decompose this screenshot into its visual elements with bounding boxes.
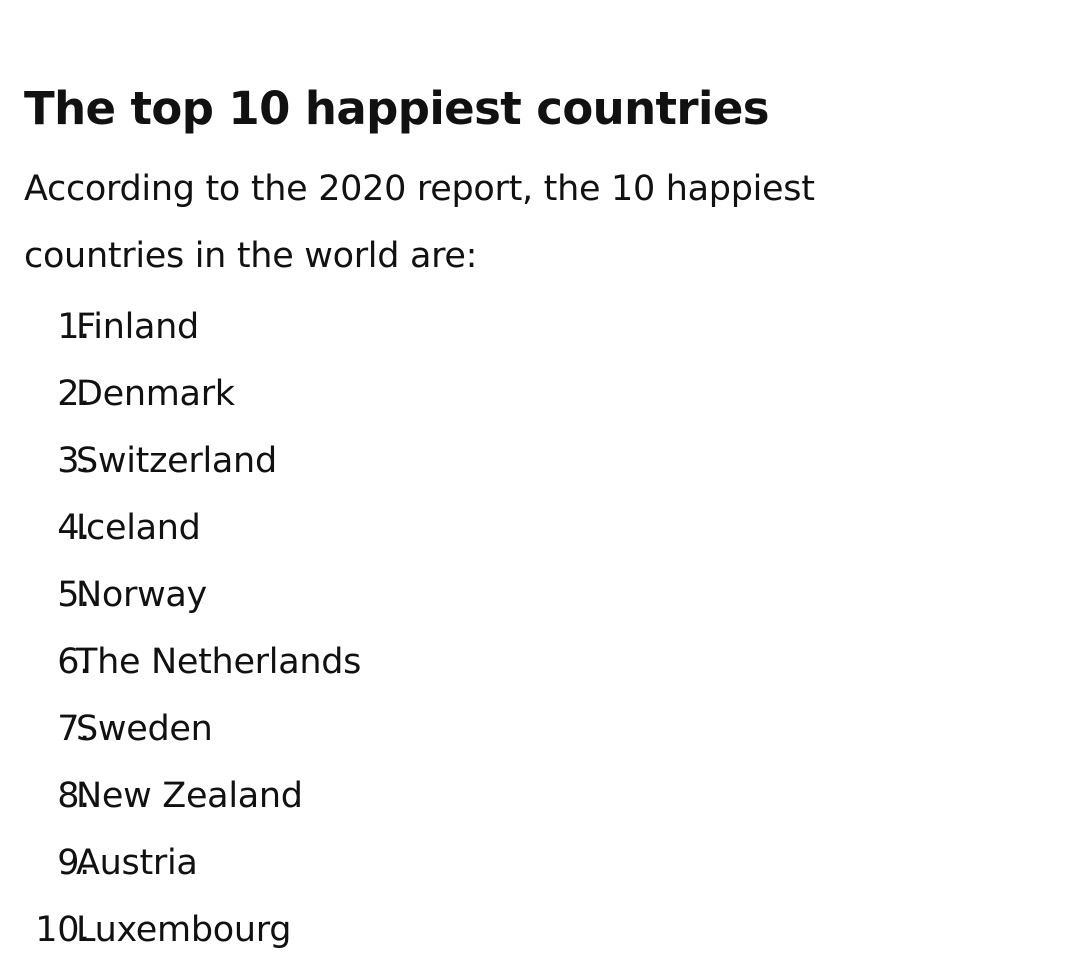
page-title: The top 10 happiest countries xyxy=(24,82,770,135)
list-item: 8. New Zealand xyxy=(24,763,1054,830)
list-item: 1. Finland xyxy=(24,294,1054,361)
article: The top 10 happiest countries According … xyxy=(24,78,1054,964)
list-number: 8. xyxy=(57,776,90,816)
list-number: 3. xyxy=(57,441,90,481)
country-name: Switzerland xyxy=(76,441,277,481)
country-name: The Netherlands xyxy=(76,642,362,682)
list-item: 4. Iceland xyxy=(24,495,1054,562)
country-name: Finland xyxy=(76,307,199,347)
list-item: 10. Luxembourg xyxy=(24,897,1054,964)
country-name: Iceland xyxy=(76,508,201,548)
list-item: 9. Austria xyxy=(24,830,1054,897)
intro-paragraph: According to the 2020 report, the 10 hap… xyxy=(24,169,815,276)
list-number: 10. xyxy=(35,910,90,950)
list-item: 3. Switzerland xyxy=(24,428,1054,495)
list-number: 2. xyxy=(57,374,90,414)
country-name: Austria xyxy=(76,843,198,883)
list-number: 7. xyxy=(57,709,90,749)
list-number: 5. xyxy=(57,575,90,615)
country-name: Sweden xyxy=(76,709,213,749)
list-number: 6. xyxy=(57,642,90,682)
list-number: 1. xyxy=(57,307,90,347)
country-name: Norway xyxy=(76,575,207,615)
list-item: 7. Sweden xyxy=(24,696,1054,763)
list-item: 2. Denmark xyxy=(24,361,1054,428)
list-number: 9. xyxy=(57,843,90,883)
country-name: New Zealand xyxy=(76,776,303,816)
happiest-countries-list: 1. Finland 2. Denmark 3. Switzerland 4. … xyxy=(24,294,1054,964)
list-item: 6. The Netherlands xyxy=(24,629,1054,696)
list-number: 4. xyxy=(57,508,90,548)
country-name: Denmark xyxy=(76,374,235,414)
list-item: 5. Norway xyxy=(24,562,1054,629)
country-name: Luxembourg xyxy=(76,910,292,950)
